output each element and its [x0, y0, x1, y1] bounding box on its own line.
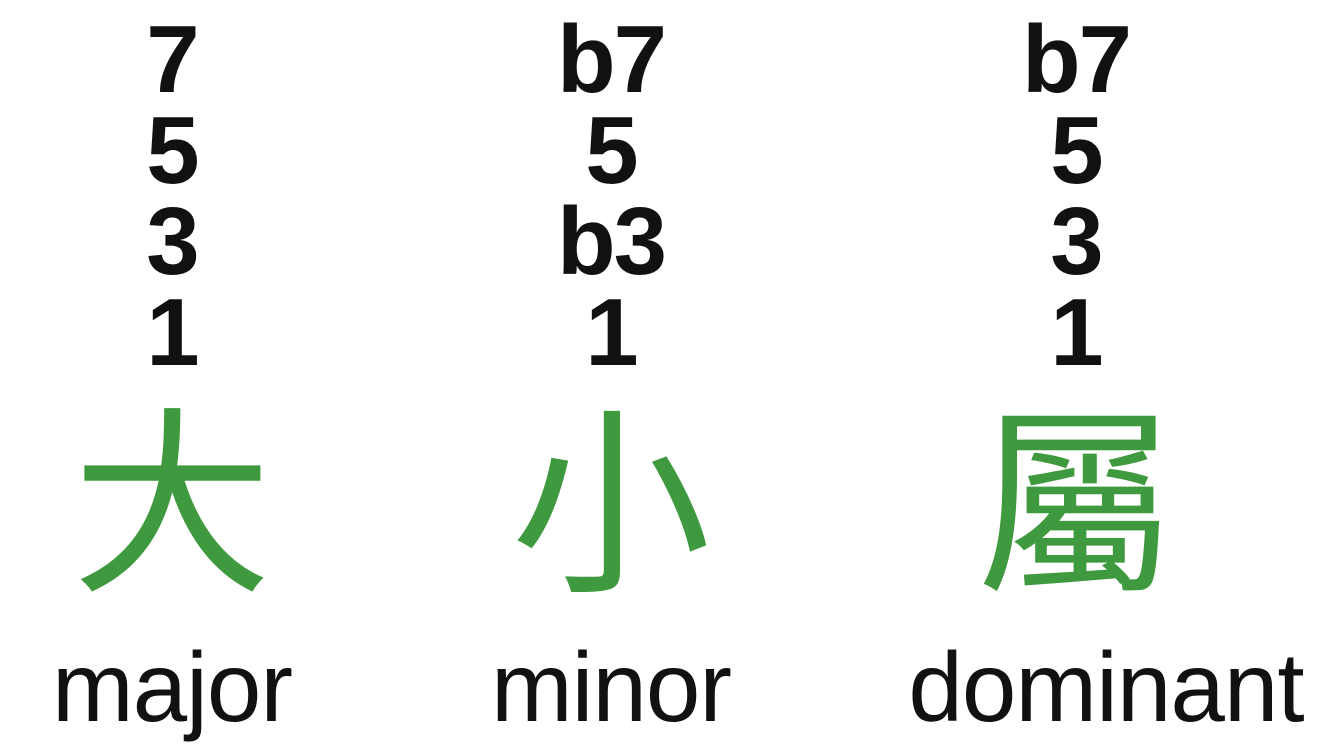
- interval-third: 3: [146, 188, 199, 295]
- chord-label-major: major: [51, 632, 293, 742]
- interval-fifth: 5: [146, 97, 199, 204]
- interval-root: 1: [146, 279, 199, 386]
- interval-seventh: b7: [1021, 6, 1132, 113]
- interval-root: 1: [1050, 279, 1103, 386]
- chinese-character-minor: 小: [510, 391, 711, 624]
- chinese-character-major: 大: [71, 391, 272, 624]
- chord-column-major: 7 5 3 1 大 major: [0, 0, 372, 748]
- chord-label-minor: minor: [490, 632, 732, 742]
- interval-seventh: 7: [146, 6, 199, 113]
- interval-root: 1: [585, 279, 638, 386]
- interval-stack-dominant: b7 5 3 1: [876, 6, 1276, 386]
- chord-label-dominant: dominant: [908, 632, 1304, 742]
- interval-third: 3: [1050, 188, 1103, 295]
- chord-column-minor: b7 5 b3 1 小 minor: [411, 0, 811, 748]
- interval-stack-minor: b7 5 b3 1: [411, 6, 811, 386]
- interval-fifth: 5: [1050, 97, 1103, 204]
- interval-stack-major: 7 5 3 1: [0, 6, 372, 386]
- chinese-character-dominant: 屬: [975, 391, 1176, 624]
- chord-column-dominant: b7 5 3 1 屬 dominant: [876, 0, 1304, 748]
- interval-seventh: b7: [556, 6, 667, 113]
- interval-third: b3: [556, 188, 667, 295]
- interval-fifth: 5: [585, 97, 638, 204]
